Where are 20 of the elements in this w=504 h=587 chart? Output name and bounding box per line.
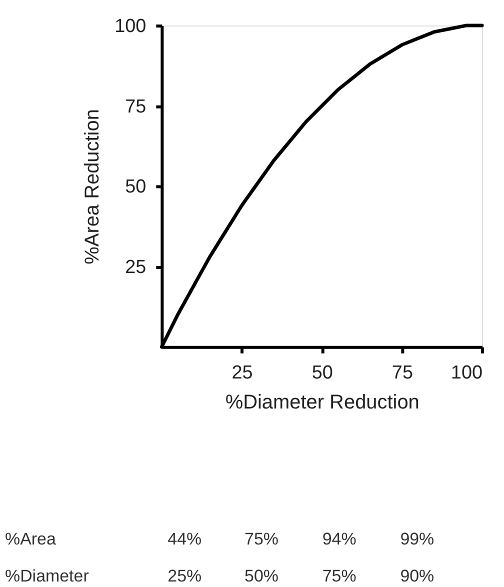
x-axis-title: %Diameter Reduction [225, 391, 420, 414]
y-tick-label: 50 [125, 176, 146, 198]
text: 50% [244, 566, 278, 586]
x-tick-label: 100 [450, 362, 483, 384]
x-tick-label: 25 [232, 362, 253, 384]
text: 99% [400, 530, 434, 549]
y-tick-label: 100 [114, 16, 146, 38]
text: 44% [168, 530, 202, 549]
text: 94% [322, 530, 356, 549]
text: 25% [168, 566, 202, 586]
text: 75% [244, 530, 278, 549]
text: %Area [4, 530, 56, 549]
x-tick-label: 50 [312, 362, 333, 384]
text: %Diameter [4, 566, 90, 586]
y-axis-title: %Area Reduction [82, 109, 104, 264]
text: 75% [322, 566, 356, 586]
text: 90% [400, 566, 434, 586]
y-tick-label: 75 [125, 96, 146, 118]
y-tick-label: 25 [125, 257, 146, 278]
x-tick-label: 75 [392, 362, 413, 384]
